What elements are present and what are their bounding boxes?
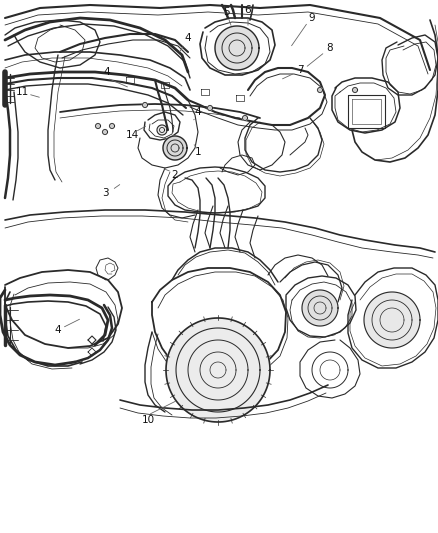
Text: 2: 2 bbox=[172, 170, 178, 180]
Polygon shape bbox=[102, 130, 107, 134]
Text: 5: 5 bbox=[223, 7, 230, 17]
Text: 4: 4 bbox=[194, 107, 201, 117]
Text: 14: 14 bbox=[125, 130, 138, 140]
Text: 11: 11 bbox=[15, 87, 28, 97]
Text: 9: 9 bbox=[309, 13, 315, 23]
Text: 8: 8 bbox=[327, 43, 333, 53]
Polygon shape bbox=[157, 125, 167, 135]
Text: 7: 7 bbox=[297, 65, 303, 75]
Polygon shape bbox=[364, 292, 420, 348]
Polygon shape bbox=[215, 26, 259, 70]
Polygon shape bbox=[142, 102, 148, 108]
Text: 4: 4 bbox=[104, 67, 110, 77]
Text: 1: 1 bbox=[194, 147, 201, 157]
Text: 3: 3 bbox=[102, 188, 108, 198]
Polygon shape bbox=[208, 106, 212, 110]
Polygon shape bbox=[163, 136, 187, 160]
Text: 6: 6 bbox=[245, 5, 251, 15]
Polygon shape bbox=[302, 290, 338, 326]
Text: 4: 4 bbox=[55, 325, 61, 335]
Polygon shape bbox=[166, 318, 270, 422]
Polygon shape bbox=[353, 87, 357, 93]
Text: 10: 10 bbox=[141, 415, 155, 425]
Text: 4: 4 bbox=[185, 33, 191, 43]
Polygon shape bbox=[243, 116, 247, 120]
Polygon shape bbox=[110, 124, 114, 128]
Polygon shape bbox=[95, 124, 100, 128]
Polygon shape bbox=[318, 87, 322, 93]
